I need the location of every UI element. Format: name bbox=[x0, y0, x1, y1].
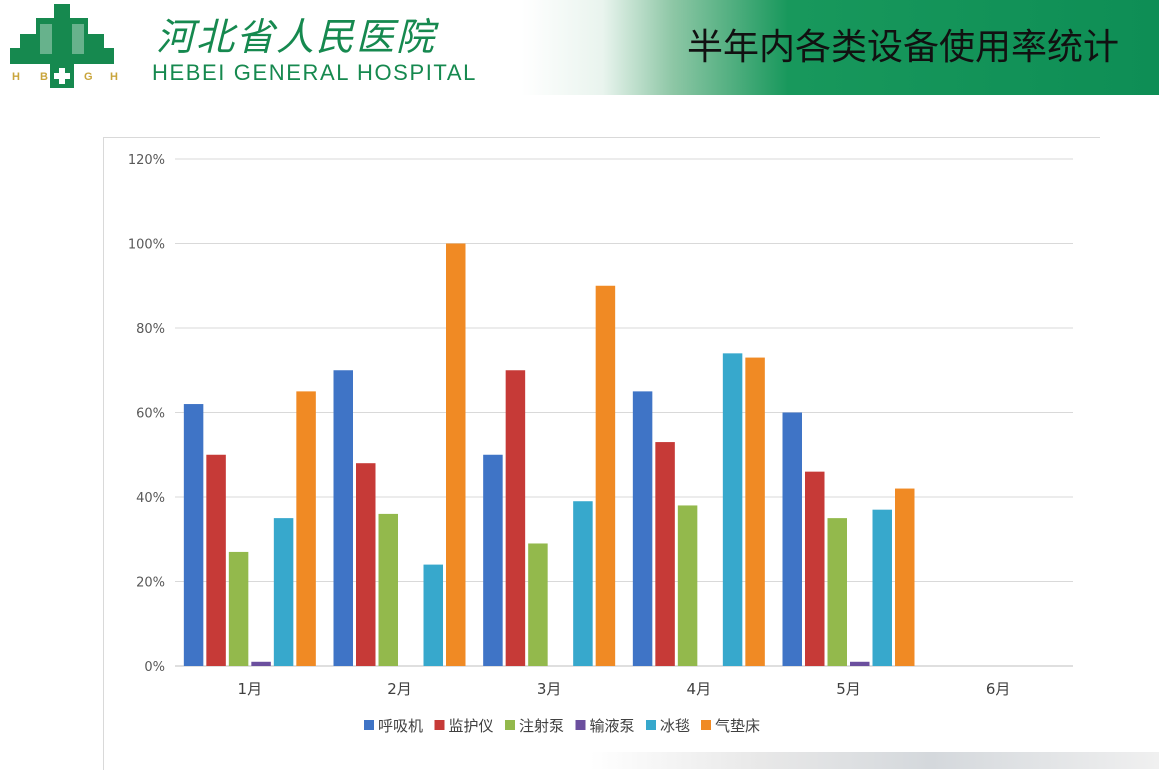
bar bbox=[872, 509, 892, 666]
bar bbox=[206, 454, 226, 666]
header-banner: H B G H 河北省人民医院 HEBEI GENERAL HOSPITAL 半… bbox=[0, 0, 1159, 95]
legend-label: 注射泵 bbox=[519, 717, 564, 735]
y-tick-label: 40% bbox=[136, 491, 165, 506]
bar bbox=[722, 353, 743, 666]
bar bbox=[183, 404, 204, 666]
logo-chinese-name: 河北省人民医院 bbox=[156, 15, 437, 59]
y-tick-label: 120% bbox=[128, 153, 165, 168]
x-tick-label: 1月 bbox=[238, 680, 263, 698]
bar bbox=[296, 391, 316, 666]
bar bbox=[356, 463, 376, 666]
legend-swatch bbox=[701, 720, 711, 730]
bar bbox=[850, 661, 870, 666]
bar bbox=[655, 442, 675, 666]
legend-swatch bbox=[364, 720, 374, 730]
legend-label: 冰毯 bbox=[660, 717, 690, 735]
bar bbox=[251, 661, 271, 666]
legend-swatch bbox=[575, 720, 586, 730]
legend-swatch bbox=[434, 720, 445, 730]
hospital-logo: H B G H 河北省人民医院 HEBEI GENERAL HOSPITAL bbox=[10, 4, 490, 90]
x-tick-label: 3月 bbox=[537, 680, 562, 698]
bar bbox=[483, 454, 503, 666]
bar bbox=[446, 243, 466, 666]
bar bbox=[378, 513, 398, 666]
bar bbox=[573, 501, 593, 666]
bar bbox=[228, 551, 249, 666]
bar bbox=[677, 505, 698, 666]
bar bbox=[895, 488, 915, 666]
logo-letter: H bbox=[110, 71, 118, 83]
bar bbox=[805, 471, 825, 666]
bar bbox=[505, 370, 526, 666]
bar bbox=[273, 518, 294, 666]
bar bbox=[528, 543, 548, 666]
bar bbox=[745, 357, 765, 666]
hospital-cross-icon bbox=[10, 4, 114, 88]
y-tick-label: 20% bbox=[136, 576, 165, 591]
legend-label: 气垫床 bbox=[715, 717, 760, 735]
bar bbox=[333, 370, 353, 666]
decorative-photo-strip bbox=[590, 752, 1159, 769]
y-tick-label: 80% bbox=[136, 322, 165, 337]
bar bbox=[632, 391, 653, 666]
legend-label: 监护仪 bbox=[449, 717, 494, 735]
logo-english-name: HEBEI GENERAL HOSPITAL bbox=[152, 60, 477, 85]
y-tick-label: 100% bbox=[128, 238, 165, 253]
legend-label: 输液泵 bbox=[590, 717, 635, 735]
logo-letter: H bbox=[12, 71, 20, 83]
legend-swatch bbox=[646, 720, 656, 730]
bar bbox=[595, 285, 616, 666]
bar bbox=[782, 412, 802, 666]
y-tick-label: 0% bbox=[144, 660, 165, 675]
x-tick-label: 4月 bbox=[687, 680, 712, 698]
legend-swatch bbox=[505, 720, 515, 730]
bar bbox=[827, 518, 847, 666]
logo-letter: B bbox=[40, 71, 48, 83]
logo-letter: G bbox=[84, 71, 93, 83]
x-tick-label: 2月 bbox=[387, 680, 412, 698]
page-title: 半年内各类设备使用率统计 bbox=[686, 27, 1119, 68]
legend-label: 呼吸机 bbox=[378, 717, 423, 735]
x-tick-label: 6月 bbox=[986, 680, 1011, 698]
y-tick-label: 60% bbox=[136, 407, 165, 422]
bar bbox=[423, 564, 443, 666]
x-tick-label: 5月 bbox=[836, 680, 861, 698]
